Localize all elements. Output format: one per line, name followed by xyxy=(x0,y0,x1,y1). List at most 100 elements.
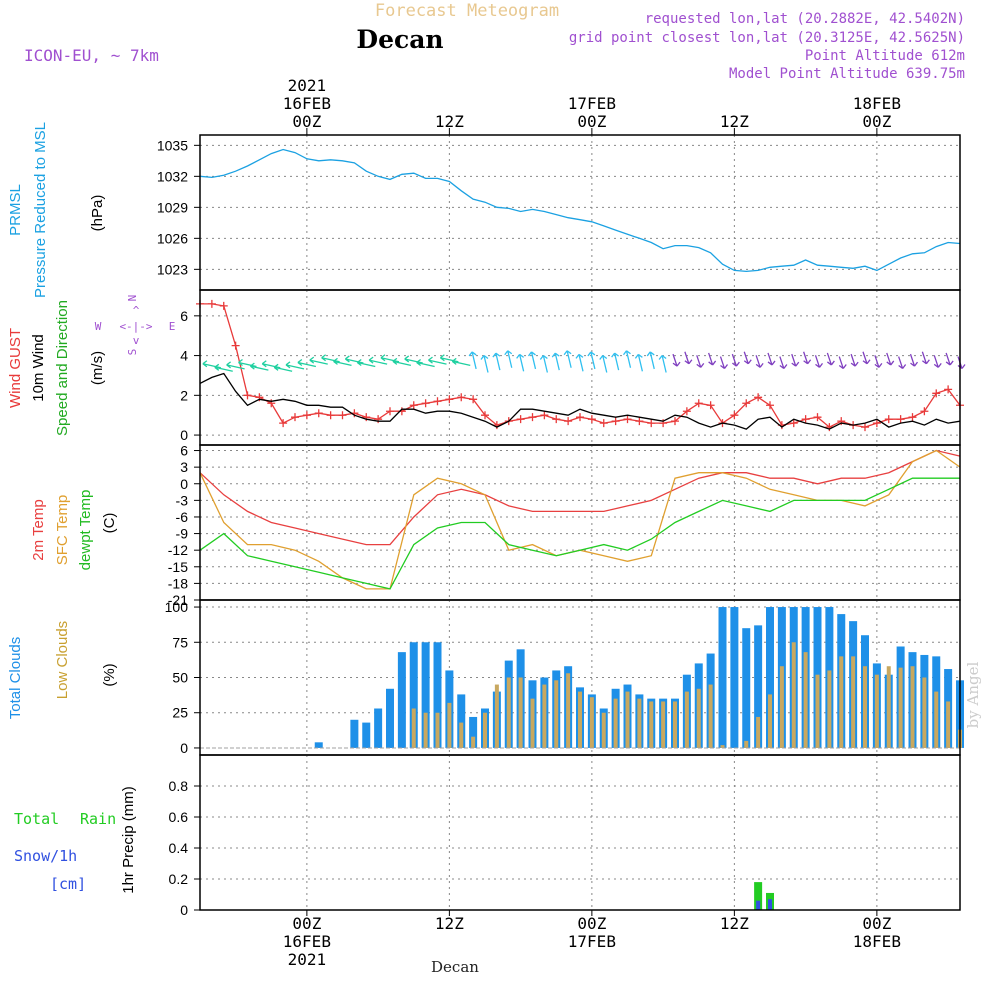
gust-marker xyxy=(730,411,739,420)
gust-marker xyxy=(528,413,537,422)
model-altitude: Model Point Altitude 639.75m xyxy=(729,66,965,82)
wind-direction-arrow xyxy=(539,355,549,373)
wind-direction-arrow xyxy=(587,351,596,370)
gust-marker xyxy=(291,413,299,422)
gust-marker xyxy=(374,415,383,424)
y-tick-label: 0.2 xyxy=(169,871,189,887)
wind-direction-arrow xyxy=(344,355,364,364)
gust-marker xyxy=(433,397,442,406)
y-tick-label: -3 xyxy=(176,492,189,508)
bar-total-cloud xyxy=(314,742,323,748)
bar-total-cloud xyxy=(754,625,763,748)
gust-marker xyxy=(469,395,478,404)
pressure-unit: (hPa) xyxy=(89,195,106,232)
series-line-sfc-temp xyxy=(199,449,961,590)
panel-4: 0 25 50 75 100 xyxy=(165,599,964,756)
wind-direction-arrow xyxy=(898,356,907,370)
gust-marker xyxy=(671,417,679,426)
wind-direction-arrow xyxy=(672,353,681,367)
gust-marker xyxy=(932,389,941,398)
wind-direction-arrow xyxy=(933,355,942,368)
wind-direction-arrow xyxy=(921,351,930,365)
wind-direction-arrow xyxy=(563,350,572,368)
temp-unit: (C) xyxy=(101,513,118,534)
gust-marker xyxy=(243,391,252,400)
plot-layer: 102310261029103210350246-21-18-15-12-9-6… xyxy=(157,76,966,969)
series-line-2m-temp xyxy=(199,449,961,546)
sfc-label: SFC Temp xyxy=(54,495,71,566)
bottom-hour-label: 12Z xyxy=(435,914,464,933)
wind-direction-arrow xyxy=(791,353,800,367)
gust-marker xyxy=(766,401,774,410)
bar-low-cloud xyxy=(898,667,903,748)
snow-unit-label: [cm] xyxy=(50,875,86,893)
bar-low-cloud xyxy=(708,684,713,748)
top-date-label: 16FEB xyxy=(283,94,331,113)
bar-low-cloud xyxy=(494,684,499,748)
wind-direction-arrow xyxy=(719,356,729,370)
wind-direction-arrow xyxy=(480,355,489,373)
bar-low-cloud xyxy=(673,701,677,748)
bar-low-cloud xyxy=(863,666,867,748)
bar-low-cloud xyxy=(684,691,689,748)
bar-low-cloud xyxy=(625,691,630,748)
wind-label: 10m Wind xyxy=(30,334,47,402)
y-tick-label: 1035 xyxy=(157,137,188,153)
rain-label: Rain xyxy=(80,810,116,828)
panel-frame xyxy=(199,444,961,601)
bar-low-cloud xyxy=(720,745,725,748)
point-altitude: Point Altitude 612m xyxy=(805,48,965,64)
wind-direction-arrow xyxy=(862,351,871,365)
compass-n: N xyxy=(126,295,139,302)
gust-marker xyxy=(421,399,430,408)
wind-direction-arrow xyxy=(803,351,812,365)
wind-direction-arrow xyxy=(226,361,245,370)
bar-low-cloud xyxy=(768,694,772,748)
bar-total-cloud xyxy=(397,652,406,748)
wind-direction-arrow xyxy=(416,359,435,368)
gust-marker xyxy=(267,399,276,408)
gust-marker xyxy=(635,417,644,426)
top-hour-label: 12Z xyxy=(720,112,749,131)
bar-low-cloud xyxy=(803,652,808,748)
y-tick-label: 1029 xyxy=(157,199,188,215)
bar-low-cloud xyxy=(459,722,464,748)
wind-direction-arrow xyxy=(297,359,317,368)
wind-direction-arrow xyxy=(321,354,340,363)
bar-total-cloud xyxy=(374,708,383,748)
bar-low-cloud xyxy=(637,698,642,748)
wind-direction-arrow xyxy=(767,352,776,366)
wind-direction-arrow xyxy=(909,353,919,367)
bottom-hour-label: 00Z xyxy=(292,914,321,933)
wind-direction-arrow xyxy=(451,357,471,366)
snow-label: Snow/1h xyxy=(14,847,77,865)
wind-direction-arrow xyxy=(527,351,537,370)
y-tick-label: 4 xyxy=(180,348,188,364)
top-date-label: 17FEB xyxy=(568,94,616,113)
gust-marker xyxy=(908,413,917,422)
pressure-label-1: PRMSL xyxy=(7,184,24,236)
y-tick-label: -6 xyxy=(176,509,189,525)
y-tick-label: 0 xyxy=(180,476,188,492)
wind-direction-arrow xyxy=(838,356,847,370)
compass-e: E xyxy=(169,320,176,333)
panel-5: 0 0.2 0.4 0.6 0.8 xyxy=(169,754,961,918)
wind-direction-arrow xyxy=(646,351,655,370)
bar-total-cloud xyxy=(457,694,466,748)
wind-direction-arrow xyxy=(504,350,513,368)
bar-low-cloud xyxy=(815,674,820,748)
bar-low-cloud xyxy=(530,698,535,748)
bar-low-cloud xyxy=(601,712,606,748)
dew-label: dewpt Temp xyxy=(77,490,94,571)
app-title: Forecast Meteogram xyxy=(375,1,559,21)
top-time-axis: 00Z16FEB202112Z00Z17FEB12Z00Z18FEB12Z xyxy=(283,76,901,135)
wind-direction-arrow xyxy=(575,353,584,372)
wind-direction-arrow xyxy=(285,361,305,370)
gust-marker xyxy=(457,393,466,402)
bar-low-cloud xyxy=(483,712,487,748)
bar-low-cloud xyxy=(518,677,523,748)
cloud-unit: (%) xyxy=(101,663,118,686)
top-hour-label: 00Z xyxy=(292,112,321,131)
bar-low-cloud xyxy=(744,740,749,748)
